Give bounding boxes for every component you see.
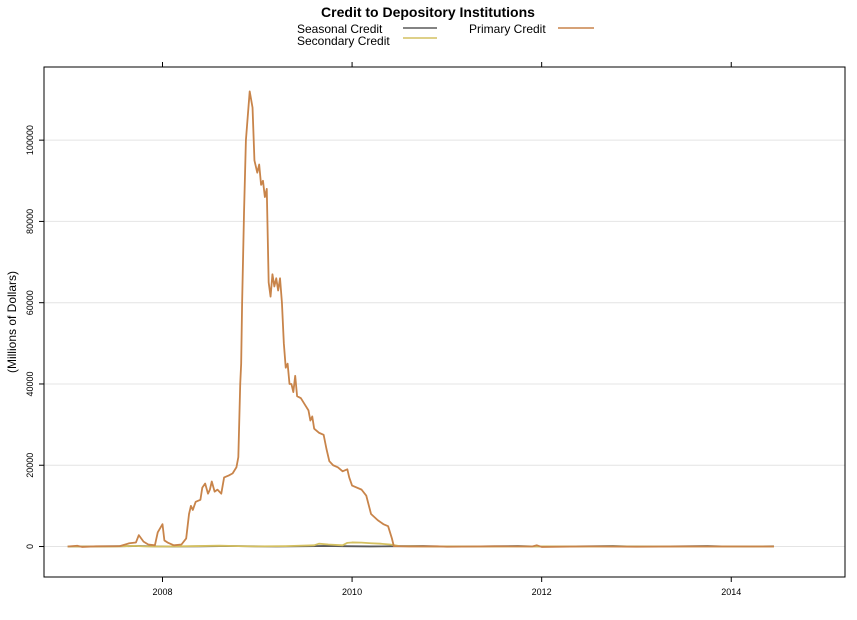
y-axis: 0 20000 40000 60000 80000 100000 — [25, 125, 44, 549]
y-tick-label-2: 40000 — [25, 371, 35, 396]
y-tick-label-5: 100000 — [25, 125, 35, 155]
y-tick-label-3: 60000 — [25, 290, 35, 315]
y-axis-title: (Millions of Dollars) — [5, 271, 19, 373]
chart-title: Credit to Depository Institutions — [321, 4, 535, 20]
legend: Seasonal Credit Secondary Credit Primary… — [297, 22, 594, 48]
legend-label-primary: Primary Credit — [469, 22, 546, 36]
x-tick-label-2: 2012 — [532, 587, 552, 597]
plot-frame — [43, 66, 846, 578]
y-tick-label-4: 80000 — [25, 209, 35, 234]
y-tick-label-0: 0 — [25, 544, 35, 549]
legend-label-secondary: Secondary Credit — [297, 34, 390, 48]
x-tick-label-1: 2010 — [342, 587, 362, 597]
series-lines — [67, 90, 774, 548]
y-tick-label-1: 20000 — [25, 453, 35, 478]
x-tick-label-3: 2014 — [721, 587, 741, 597]
gridlines — [44, 139, 845, 548]
x-tick-label-0: 2008 — [152, 587, 172, 597]
x-axis: 2008 2010 2012 2014 — [152, 62, 741, 597]
legend-label-seasonal: Seasonal Credit — [297, 22, 383, 36]
series-line-primary-credit — [67, 90, 774, 548]
